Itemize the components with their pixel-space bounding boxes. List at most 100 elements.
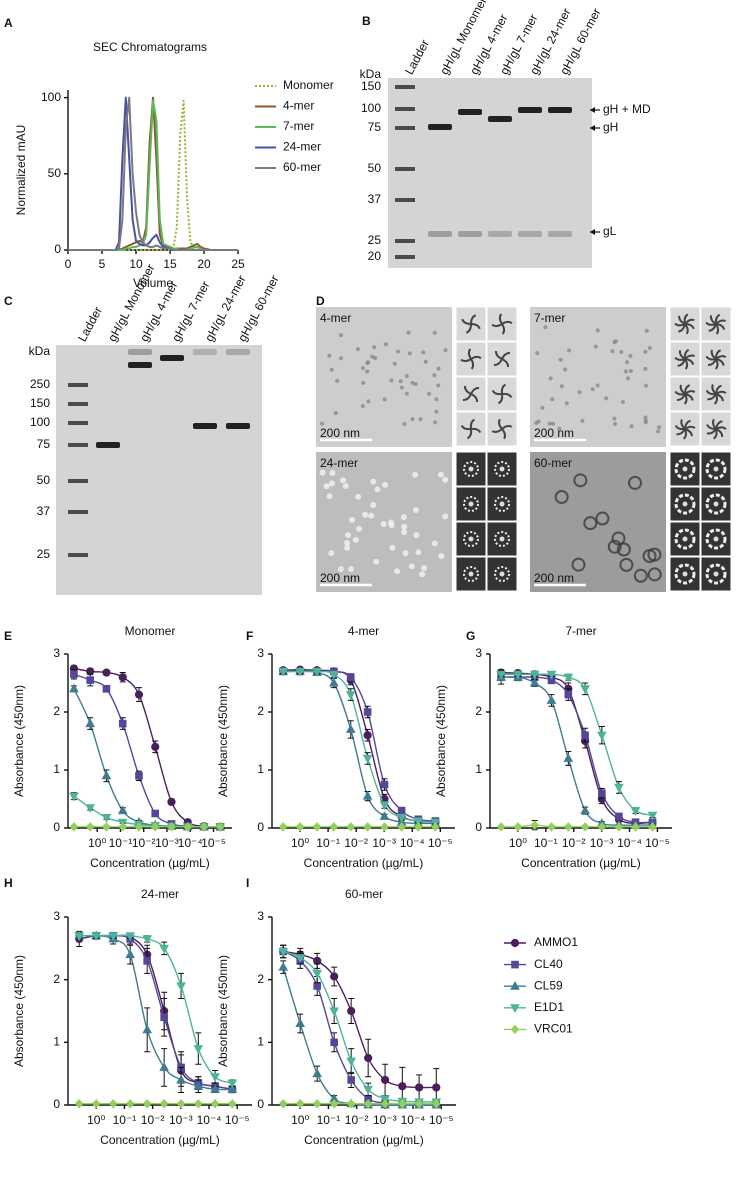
data-point — [85, 804, 96, 813]
particle — [625, 360, 630, 365]
data-point — [176, 1074, 186, 1084]
data-point — [279, 1098, 288, 1109]
fit-curve — [283, 670, 436, 823]
particle — [352, 536, 359, 543]
data-point — [563, 673, 574, 683]
y-tick-label: 2 — [257, 972, 264, 986]
particle — [619, 349, 624, 354]
data-point — [210, 1073, 220, 1083]
data-point — [513, 822, 523, 832]
x-tick-label: 10⁻⁴ — [401, 1113, 426, 1127]
particle — [400, 514, 407, 521]
class-ring — [674, 563, 696, 585]
data-point — [69, 792, 79, 802]
data-point — [118, 719, 127, 728]
lane-label: Ladder — [75, 304, 105, 344]
class-arm — [460, 424, 472, 431]
class-arm — [467, 348, 472, 360]
class-arm — [715, 323, 726, 330]
y-axis-label: Absorbance (450nm) — [216, 685, 230, 797]
particle — [402, 422, 407, 427]
particle — [433, 420, 438, 425]
particle — [401, 523, 408, 530]
particle — [590, 387, 595, 392]
particle — [559, 384, 564, 389]
particle — [442, 513, 449, 520]
class-arm — [470, 387, 480, 395]
gel-band — [128, 349, 152, 355]
data-point — [414, 1098, 424, 1109]
particle — [607, 539, 622, 554]
particle — [434, 409, 439, 414]
particle — [604, 396, 609, 401]
data-point — [530, 820, 539, 830]
particle — [595, 383, 600, 388]
gel-band — [428, 231, 452, 237]
particle — [423, 359, 428, 364]
ladder-band — [395, 85, 415, 89]
class-arm — [714, 358, 719, 370]
particle — [370, 478, 377, 485]
class-arm — [464, 385, 472, 395]
data-point — [329, 822, 339, 832]
data-point — [159, 1062, 170, 1071]
fit-curve — [73, 795, 221, 828]
data-point — [615, 812, 623, 821]
particle — [593, 344, 598, 349]
particle — [563, 367, 568, 372]
data-point — [296, 1098, 305, 1109]
data-point — [614, 822, 624, 832]
data-point — [380, 1098, 390, 1109]
x-tick-label: 10⁻⁵ — [225, 1113, 250, 1127]
data-point — [278, 961, 289, 971]
data-point — [313, 956, 322, 965]
legend-marker — [510, 980, 520, 990]
data-point — [151, 742, 160, 751]
particle — [431, 540, 438, 547]
data-point — [346, 822, 355, 832]
fit-curve — [282, 966, 437, 1106]
data-point — [69, 683, 79, 693]
gel-band — [226, 349, 250, 355]
class-arm — [707, 393, 717, 401]
particle — [370, 354, 375, 359]
y-axis-label: Absorbance (450nm) — [434, 685, 448, 797]
x-tick-label: 25 — [231, 257, 245, 271]
micrograph-label: 24-mer — [320, 456, 358, 470]
particle — [410, 417, 415, 422]
class-arm — [501, 320, 513, 325]
class-arm — [501, 352, 511, 360]
fit-curve — [79, 934, 233, 1091]
data-point — [295, 954, 306, 963]
y-tick-label: 0 — [257, 820, 264, 834]
data-point — [134, 822, 144, 832]
data-point — [648, 822, 657, 832]
x-tick-label: 10⁻³ — [155, 836, 179, 850]
data-point — [330, 1038, 338, 1047]
chart-title: 60-mer — [345, 887, 383, 901]
y-tick-label: 2 — [53, 704, 60, 718]
panel-letter: D — [316, 294, 325, 308]
data-point — [102, 668, 111, 677]
data-point — [313, 982, 321, 990]
class-arm — [466, 428, 473, 440]
particle — [404, 374, 409, 379]
gel — [388, 78, 592, 268]
particle — [612, 421, 617, 426]
gel-band — [518, 231, 542, 237]
class-ring — [463, 461, 479, 477]
data-point — [647, 811, 658, 821]
legend-marker — [510, 1004, 520, 1014]
ladder-band — [395, 167, 415, 171]
particle — [543, 325, 548, 330]
x-tick-label: 15 — [163, 257, 177, 271]
particle — [361, 380, 366, 385]
data-point — [398, 1082, 407, 1091]
gel-band — [458, 231, 482, 237]
panel-letter: A — [4, 16, 13, 30]
ladder-band — [68, 402, 88, 406]
x-axis-label: Concentration (µg/mL) — [521, 856, 641, 870]
data-point — [598, 789, 606, 798]
particle — [557, 426, 562, 431]
class-ring — [705, 563, 727, 585]
